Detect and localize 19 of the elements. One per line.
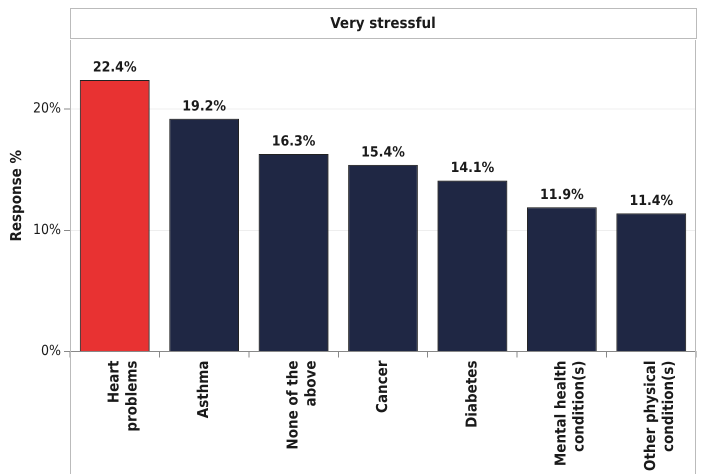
data-label: 22.4%	[92, 60, 137, 76]
data-label: 15.4%	[361, 144, 406, 160]
y-axis-title: Response %	[6, 150, 25, 242]
data-label: 11.9%	[540, 186, 584, 203]
y-tick-label: 0%	[41, 343, 62, 360]
x-tick-label: Heart problems	[104, 360, 141, 432]
x-tick-label: Cancer	[372, 360, 391, 413]
data-label: 16.3%	[272, 134, 316, 150]
data-label: 11.4%	[629, 192, 674, 209]
x-tick-label: Diabetes	[462, 360, 480, 428]
x-tick-label: Other physical condition(s)	[641, 360, 678, 472]
x-tick-label: None of the above	[283, 360, 320, 450]
x-tick-label: Mental health condition(s)	[552, 360, 588, 466]
y-tick-label: 20%	[32, 100, 62, 117]
data-label: 14.1%	[450, 160, 495, 176]
y-tick-label: 10%	[32, 222, 62, 238]
x-tick-label: Asthma	[194, 360, 212, 418]
data-label: 19.2%	[182, 98, 226, 114]
chart-title: Very stressful	[330, 14, 436, 32]
